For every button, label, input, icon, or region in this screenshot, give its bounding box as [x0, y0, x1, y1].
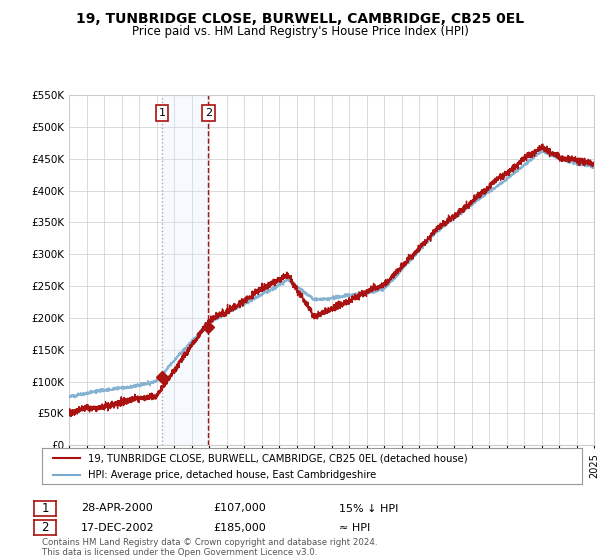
Text: 19, TUNBRIDGE CLOSE, BURWELL, CAMBRIDGE, CB25 0EL (detached house): 19, TUNBRIDGE CLOSE, BURWELL, CAMBRIDGE,…: [88, 453, 467, 463]
Text: 2: 2: [205, 108, 212, 118]
Text: Price paid vs. HM Land Registry's House Price Index (HPI): Price paid vs. HM Land Registry's House …: [131, 25, 469, 38]
Bar: [162, 95, 208, 445]
Text: 2: 2: [41, 521, 49, 534]
Text: 19, TUNBRIDGE CLOSE, BURWELL, CAMBRIDGE, CB25 0EL: 19, TUNBRIDGE CLOSE, BURWELL, CAMBRIDGE,…: [76, 12, 524, 26]
Text: 17-DEC-2002: 17-DEC-2002: [81, 522, 155, 533]
Text: HPI: Average price, detached house, East Cambridgeshire: HPI: Average price, detached house, East…: [88, 470, 376, 480]
Text: 28-APR-2000: 28-APR-2000: [81, 503, 153, 514]
Text: £107,000: £107,000: [213, 503, 266, 514]
Text: £185,000: £185,000: [213, 522, 266, 533]
Text: Contains HM Land Registry data © Crown copyright and database right 2024.
This d: Contains HM Land Registry data © Crown c…: [42, 538, 377, 557]
Text: 1: 1: [41, 502, 49, 515]
Text: 15% ↓ HPI: 15% ↓ HPI: [339, 503, 398, 514]
Text: ≈ HPI: ≈ HPI: [339, 522, 370, 533]
Text: 1: 1: [158, 108, 166, 118]
